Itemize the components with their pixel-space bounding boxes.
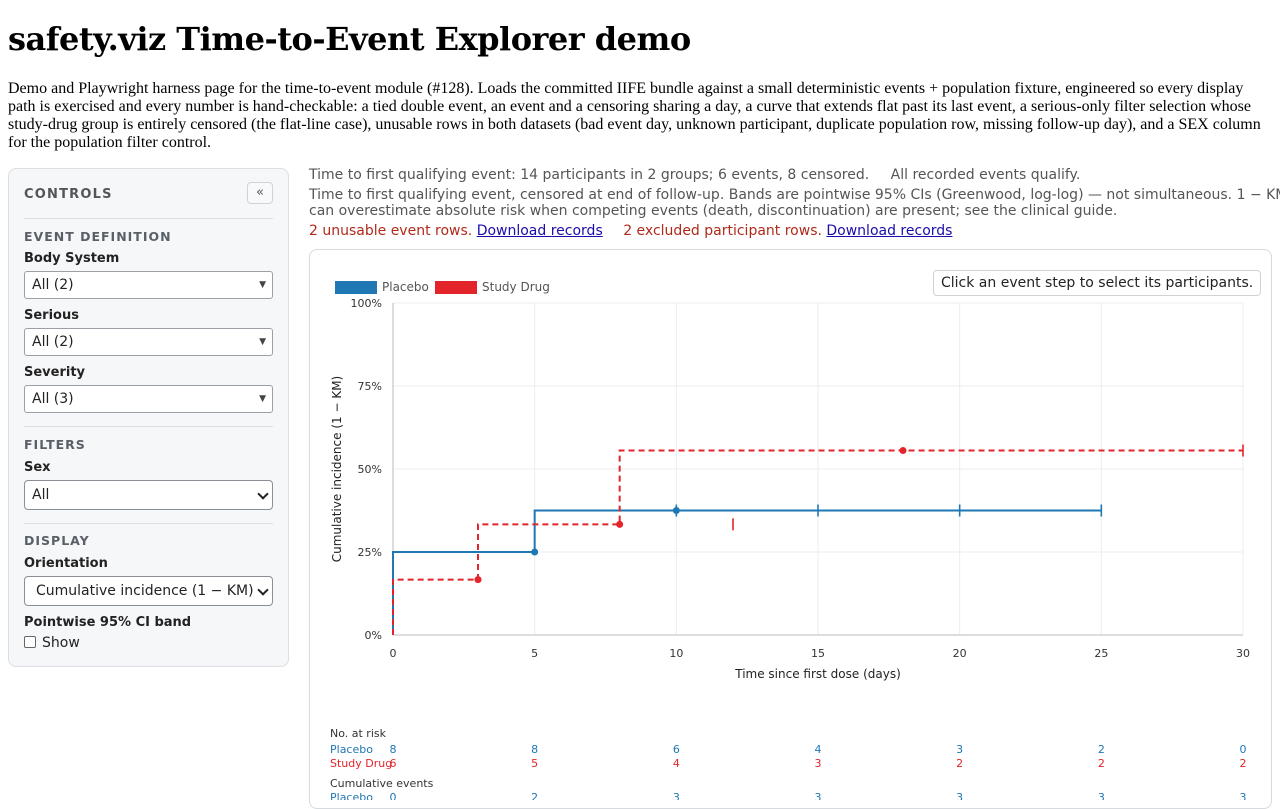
severity-value: All (3) xyxy=(32,391,74,407)
page-title: safety.viz Time-to-Event Explorer demo xyxy=(8,20,691,58)
section-display: DISPLAY xyxy=(24,533,90,548)
orientation-label: Orientation xyxy=(24,556,108,571)
x-tick-label: 10 xyxy=(669,647,683,660)
controls-header: CONTROLS xyxy=(24,187,113,202)
severity-label: Severity xyxy=(24,365,86,380)
legend-swatch-placebo xyxy=(335,281,377,294)
ci-band-toggle[interactable]: Show xyxy=(24,635,80,651)
controls-panel: CONTROLS « EVENT DEFINITION Body System … xyxy=(8,168,289,667)
summary-counts: Time to first qualifying event: 14 parti… xyxy=(309,167,870,183)
risk-table-cell: 2 xyxy=(1098,757,1105,770)
y-tick-label: 25% xyxy=(358,546,382,559)
summary-qualify-note: All recorded events qualify. xyxy=(890,167,1081,183)
x-tick-label: 20 xyxy=(953,647,967,660)
download-excluded-participants-link[interactable]: Download records xyxy=(826,223,953,239)
body-system-value: All (2) xyxy=(32,277,74,293)
y-tick-label: 0% xyxy=(365,629,382,642)
x-tick-label: 15 xyxy=(811,647,825,660)
body-system-label: Body System xyxy=(24,251,120,266)
risk-table-cell: 2 xyxy=(956,757,963,770)
ci-band-checkbox[interactable] xyxy=(24,636,36,648)
cumulative-events-title: Cumulative events xyxy=(330,777,434,790)
cumulative-events-cell: 0 xyxy=(390,791,397,800)
event-point xyxy=(616,520,624,528)
event-point xyxy=(474,576,482,584)
chart-hint: Click an event step to select its partic… xyxy=(933,270,1262,296)
severity-select[interactable]: All (3) ▼ xyxy=(24,385,273,413)
cumulative-events-cell: 3 xyxy=(956,791,963,800)
section-event-definition: EVENT DEFINITION xyxy=(24,229,172,244)
x-tick-label: 25 xyxy=(1094,647,1108,660)
divider xyxy=(24,523,273,524)
risk-table-cell: 8 xyxy=(531,743,538,756)
serious-select[interactable]: All (2) ▼ xyxy=(24,328,273,356)
x-tick-label: 30 xyxy=(1236,647,1250,660)
cumulative-events-cell: 3 xyxy=(1098,791,1105,800)
km-curve-study-drug xyxy=(392,449,1243,635)
sex-select[interactable]: All xyxy=(24,480,273,510)
cumulative-events-cell: 3 xyxy=(815,791,822,800)
serious-label: Serious xyxy=(24,308,79,323)
risk-table-cell: 3 xyxy=(956,743,963,756)
cumulative-events-cell: 3 xyxy=(673,791,680,800)
risk-table-title: No. at risk xyxy=(330,727,387,740)
cumulative-events-cell: 2 xyxy=(531,791,538,800)
risk-table-cell: 8 xyxy=(390,743,397,756)
x-axis-title: Time since first dose (days) xyxy=(734,667,901,681)
body-system-select[interactable]: All (2) ▼ xyxy=(24,271,273,299)
legend-label-study-drug: Study Drug xyxy=(482,280,550,294)
event-point xyxy=(899,447,907,455)
risk-table-cell: 2 xyxy=(1098,743,1105,756)
summary-line-1: Time to first qualifying event: 14 parti… xyxy=(309,167,1080,183)
risk-table-cell: 3 xyxy=(815,757,822,770)
collapse-controls-button[interactable]: « xyxy=(247,182,273,204)
event-point xyxy=(531,548,539,556)
ci-band-label: Pointwise 95% CI band xyxy=(24,615,192,630)
divider xyxy=(24,218,273,219)
legend-swatch-study-drug xyxy=(435,281,477,294)
risk-table-cell: 6 xyxy=(390,757,397,770)
ci-band-checkbox-label: Show xyxy=(42,635,80,651)
sex-label: Sex xyxy=(24,460,51,475)
sex-value: All xyxy=(32,487,50,503)
risk-table-cell: 5 xyxy=(531,757,538,770)
risk-table-group-label: Placebo xyxy=(330,743,373,756)
cumulative-events-group-label: Placebo xyxy=(330,791,373,800)
dropdown-caret-icon: ▼ xyxy=(259,337,266,347)
divider xyxy=(24,426,273,427)
dropdown-caret-icon: ▼ xyxy=(259,280,266,290)
unusable-events-warning: 2 unusable event rows. xyxy=(309,223,473,239)
excluded-participants-warning: 2 excluded participant rows. xyxy=(623,223,822,239)
risk-table-cell: 2 xyxy=(1240,757,1247,770)
risk-table-cell: 0 xyxy=(1240,743,1247,756)
km-curve-placebo xyxy=(392,509,1102,635)
legend-label-placebo: Placebo xyxy=(382,280,429,294)
dropdown-caret-icon: ▼ xyxy=(259,394,266,404)
serious-value: All (2) xyxy=(32,334,74,350)
summary-line-2: Time to first qualifying event, censored… xyxy=(309,187,1280,203)
orientation-value: Cumulative incidence (1 − KM) xyxy=(36,583,254,599)
intro-paragraph: Demo and Playwright harness page for the… xyxy=(8,80,1261,151)
risk-table-cell: 4 xyxy=(815,743,822,756)
orientation-select[interactable]: Cumulative incidence (1 − KM) xyxy=(24,576,273,606)
download-unusable-events-link[interactable]: Download records xyxy=(476,223,603,239)
y-tick-label: 100% xyxy=(351,297,382,310)
y-axis-title: Cumulative incidence (1 − KM) xyxy=(330,376,344,562)
chart-card xyxy=(309,249,1272,809)
cumulative-events-cell: 3 xyxy=(1240,791,1247,800)
x-tick-label: 5 xyxy=(531,647,538,660)
y-tick-label: 50% xyxy=(358,463,382,476)
y-tick-label: 75% xyxy=(358,380,382,393)
section-filters: FILTERS xyxy=(24,437,86,452)
x-tick-label: 0 xyxy=(390,647,397,660)
risk-table-cell: 4 xyxy=(673,757,680,770)
risk-table-cell: 6 xyxy=(673,743,680,756)
data-quality-line: 2 unusable event rows. Download records … xyxy=(309,223,952,239)
summary-line-3: can overestimate absolute risk when comp… xyxy=(309,203,1118,219)
risk-table-group-label: Study Drug xyxy=(330,757,392,770)
